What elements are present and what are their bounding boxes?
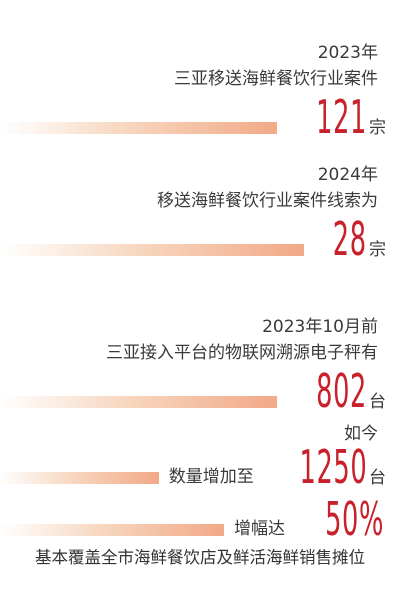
- cases-2023-description: 三亚移送海鲜餐饮行业案件: [174, 69, 378, 89]
- now-unit: 台: [369, 468, 386, 488]
- stat-row-growth: 增幅达 50%: [0, 496, 384, 542]
- decorative-bar-now: [0, 472, 159, 484]
- decorative-bar-2023: [0, 122, 278, 134]
- stat-row-2023: 121 宗: [0, 94, 386, 140]
- cases-2023-unit: 宗: [369, 118, 386, 138]
- before-oct-2023-label: 2023年10月前: [262, 317, 378, 337]
- stat-row-now: 数量增加至 1250 台: [0, 444, 386, 490]
- year-2024-label: 2024年: [317, 165, 378, 185]
- clues-2024-number: 28: [333, 212, 367, 266]
- year-2023-label: 2023年: [317, 43, 378, 63]
- decorative-bar-growth: [0, 524, 225, 536]
- scales-unit: 台: [369, 392, 386, 412]
- decorative-bar-2024: [0, 244, 305, 256]
- clues-2024-unit: 宗: [369, 240, 386, 260]
- scales-description: 三亚接入平台的物联网溯源电子秤有: [106, 343, 378, 363]
- now-description: 数量增加至: [168, 467, 254, 487]
- clues-2024-description: 移送海鲜餐饮行业案件线索为: [157, 191, 378, 211]
- now-label: 如今: [344, 424, 378, 444]
- growth-percentage: 50%: [325, 492, 384, 546]
- now-number: 1250: [299, 440, 367, 494]
- coverage-footer: 基本覆盖全市海鲜餐饮店及鲜活海鲜销售摊位: [35, 548, 365, 567]
- cases-2023-number: 121: [316, 90, 367, 144]
- growth-description: 增幅达: [234, 519, 286, 539]
- scales-number: 802: [316, 364, 367, 418]
- stat-row-2024: 28 宗: [0, 216, 386, 262]
- stat-row-scales: 802 台: [0, 368, 386, 414]
- decorative-bar-scales: [0, 396, 278, 408]
